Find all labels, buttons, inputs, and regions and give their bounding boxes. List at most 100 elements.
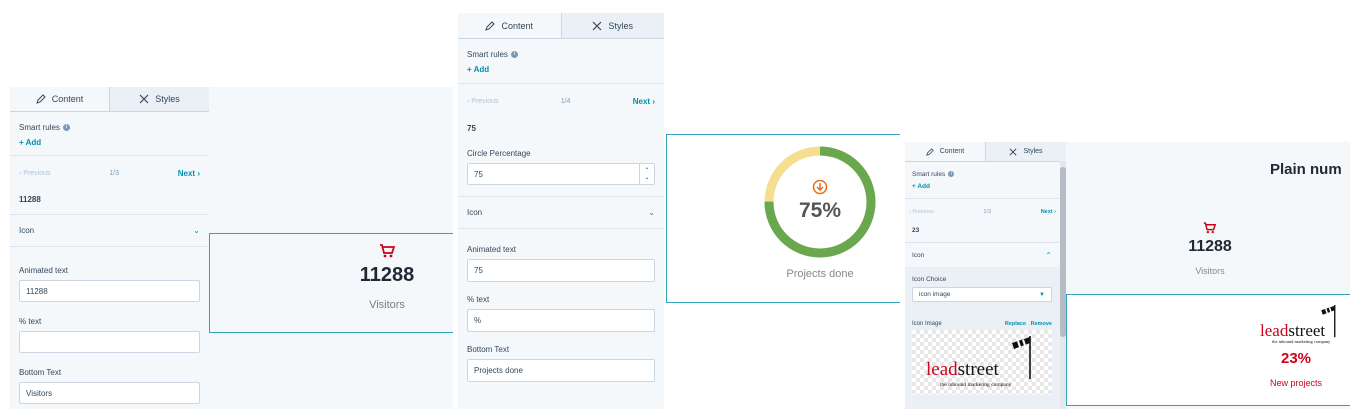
- bottom-text-label: Bottom Text: [19, 368, 62, 377]
- pager: ‹ Previous 1/4 Next ›: [458, 97, 664, 106]
- windsock-icon: [1321, 305, 1336, 338]
- icon-image-header: Icon Image Replace Remove: [912, 321, 1052, 327]
- progress-ring: [764, 146, 876, 258]
- tab-styles-label: Styles: [155, 94, 180, 104]
- scrollbar[interactable]: [1060, 161, 1066, 409]
- stat-label: Visitors: [369, 299, 405, 311]
- icon-accordion[interactable]: Icon ⌄: [458, 197, 664, 228]
- scrollbar-thumb[interactable]: [1060, 167, 1066, 337]
- percent-text-input[interactable]: [19, 331, 200, 353]
- previous-button[interactable]: ‹ Previous: [467, 98, 499, 105]
- icon-accordion-label: Icon: [467, 208, 483, 217]
- tab-styles-label: Styles: [1023, 148, 1043, 155]
- preview-area-3: Plain num 11288 Visitors leadstreet the …: [1066, 142, 1350, 409]
- cart-icon: [1203, 222, 1216, 234]
- tab-content-label: Content: [501, 20, 534, 31]
- info-icon: i: [62, 124, 70, 132]
- tab-content[interactable]: Content: [10, 87, 110, 111]
- next-button[interactable]: Next ›: [1040, 209, 1056, 215]
- smart-rules-add-button[interactable]: + Add: [912, 183, 930, 190]
- percent-text-label: % text: [467, 295, 490, 304]
- item-value: 75: [467, 124, 476, 133]
- logo-wordmark: leadstreet: [1260, 321, 1326, 340]
- info-icon: i: [510, 51, 518, 59]
- tab-styles[interactable]: Styles: [986, 142, 1066, 161]
- page-heading: Plain num: [1270, 161, 1342, 178]
- bottom-text-input[interactable]: Visitors: [19, 382, 200, 404]
- styles-icon: [1009, 147, 1018, 156]
- chevron-down-icon[interactable]: ⌄: [644, 175, 650, 181]
- previous-button[interactable]: ‹ Previous: [909, 209, 934, 215]
- stat-number: 75%: [798, 199, 842, 222]
- animated-text-input[interactable]: 11288: [19, 280, 200, 302]
- pager: ‹ Previous 1/3 Next ›: [905, 209, 1066, 215]
- item-value: 11288: [19, 195, 41, 204]
- tab-styles[interactable]: Styles: [110, 87, 209, 111]
- remove-link[interactable]: Remove: [1030, 321, 1052, 327]
- animated-text-input[interactable]: 75: [467, 259, 655, 282]
- replace-link[interactable]: Replace: [1004, 321, 1026, 327]
- module-frame-2[interactable]: [666, 134, 900, 303]
- editor-tabs: Content Styles: [905, 142, 1066, 162]
- pager-count: 1/4: [560, 98, 571, 105]
- tab-styles-label: Styles: [608, 20, 633, 31]
- info-icon: i: [948, 171, 955, 178]
- module-frame-1[interactable]: [209, 233, 453, 333]
- smart-rules-add-button[interactable]: + Add: [467, 65, 490, 74]
- next-button[interactable]: Next ›: [632, 97, 655, 106]
- animated-text-label: Animated text: [467, 245, 516, 254]
- tab-content[interactable]: Content: [458, 13, 562, 38]
- smart-rules-add-button[interactable]: + Add: [19, 138, 42, 147]
- tab-content-label: Content: [51, 94, 84, 104]
- chevron-down-icon: ⌄: [648, 208, 655, 217]
- tab-content-label: Content: [939, 148, 965, 155]
- download-circle-icon: [812, 179, 828, 195]
- stat-number-1: 11288: [1188, 238, 1232, 255]
- editor-tabs: Content Styles: [10, 87, 209, 112]
- logo-wordmark: leadstreet: [926, 359, 999, 380]
- editor-panel-3: Content Styles Smart rules i + Add ‹ Prev…: [905, 142, 1066, 409]
- chevron-down-icon: ⌄: [193, 226, 200, 235]
- percent-text-label: % text: [19, 317, 42, 326]
- smart-rules-label: Smart rules i: [19, 123, 200, 132]
- tab-content[interactable]: Content: [905, 142, 986, 161]
- bottom-text-input[interactable]: Projects done: [467, 359, 655, 382]
- styles-icon: [139, 94, 149, 104]
- stepper[interactable]: ⌃ ⌄: [639, 164, 654, 184]
- icon-choice-label: Icon Choice: [912, 276, 947, 283]
- icon-accordion-label: Icon: [912, 251, 925, 259]
- styles-icon: [593, 21, 602, 30]
- progress-ring-fill: [764, 146, 876, 258]
- chevron-up-icon[interactable]: ⌃: [644, 168, 650, 174]
- previous-button[interactable]: ‹ Previous: [19, 170, 51, 177]
- editor-panel-1: Content Styles Smart rules i + Add ‹ Prev…: [10, 87, 209, 409]
- animated-text-label: Animated text: [19, 266, 68, 275]
- preview-area-1: 11288 Visitors: [209, 87, 453, 409]
- next-button[interactable]: Next ›: [177, 169, 200, 178]
- caret-down-icon: ▼: [1039, 291, 1045, 298]
- icon-accordion-label: Icon: [19, 226, 35, 235]
- pencil-icon: [485, 20, 496, 31]
- icon-accordion[interactable]: Icon ⌄: [10, 215, 209, 246]
- module-frame-3[interactable]: [1066, 294, 1350, 406]
- stat-number: 11288: [359, 264, 415, 286]
- pager-count: 1/3: [983, 209, 992, 215]
- smart-rules-label: Smart rules i: [467, 50, 655, 59]
- tab-styles[interactable]: Styles: [561, 13, 664, 38]
- pencil-icon: [35, 94, 46, 104]
- cart-icon: [380, 244, 395, 258]
- circle-percentage-input[interactable]: 75 ⌃ ⌄: [467, 163, 655, 185]
- percent-text-input[interactable]: %: [467, 309, 655, 332]
- preview-area-2: 75% Projects done: [664, 13, 900, 409]
- pencil-icon: [925, 147, 934, 156]
- icon-image-preview[interactable]: leadstreet the inbound marketing company: [912, 330, 1052, 395]
- icon-choice-select[interactable]: icon image ▼: [912, 287, 1052, 302]
- pager-count: 1/3: [109, 170, 119, 177]
- stat-label: Projects done: [786, 268, 854, 280]
- chevron-up-icon: ⌃: [1045, 250, 1052, 260]
- stat-label-1: Visitors: [1195, 266, 1225, 276]
- logo-tagline: the inbound marketing company: [940, 382, 1012, 388]
- smart-rules-label: Smart rules i: [912, 171, 1059, 178]
- icon-accordion[interactable]: Icon ⌃: [905, 243, 1066, 267]
- icon-accordion-body: Icon Choice icon image ▼ Icon Image Repl…: [905, 267, 1066, 409]
